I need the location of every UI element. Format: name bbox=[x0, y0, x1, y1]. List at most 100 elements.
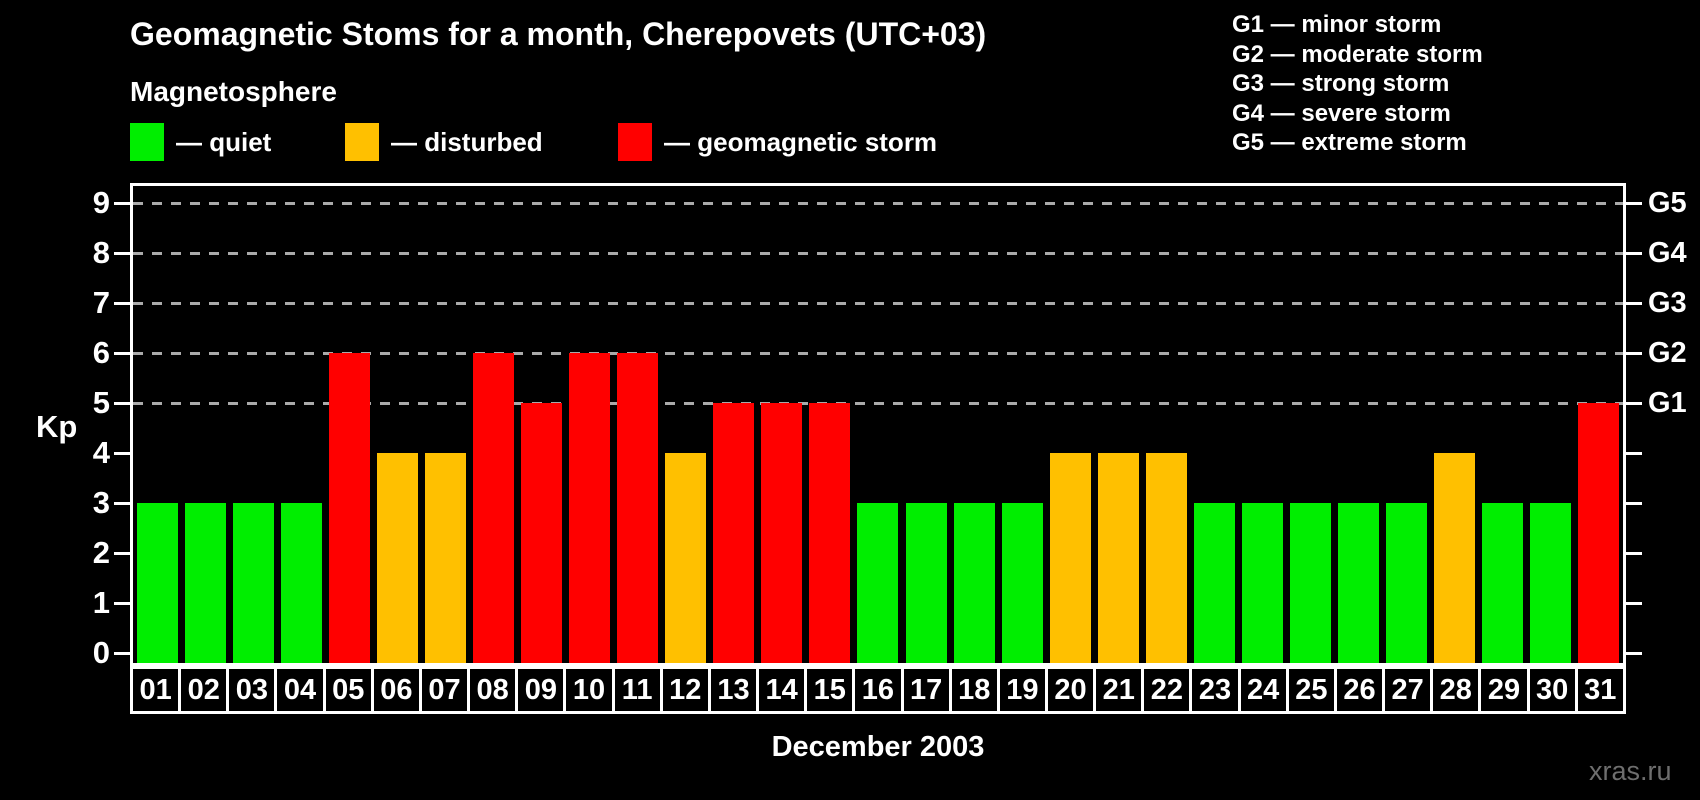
legend-item-disturbed: — disturbed bbox=[345, 122, 543, 162]
day-label-16: 16 bbox=[852, 666, 904, 714]
y-tick-label-5: 5 bbox=[92, 385, 110, 420]
kp-bar-day-01 bbox=[136, 503, 178, 663]
day-label-23: 23 bbox=[1189, 666, 1241, 714]
kp-bar-day-09 bbox=[521, 403, 563, 663]
storm-color-swatch bbox=[618, 123, 652, 161]
x-axis-day-row: 01 02 03 04 05 06 07 08 09 10 11 12 13 14 15 16 17 18 19 20… bbox=[130, 666, 1626, 714]
y-tick-left-2 bbox=[114, 551, 130, 555]
day-label-22: 22 bbox=[1141, 666, 1193, 714]
day-label-10: 10 bbox=[563, 666, 615, 714]
day-label-18: 18 bbox=[948, 666, 1000, 714]
y-tick-left-8 bbox=[114, 251, 130, 255]
legend-item-quiet: — quiet bbox=[130, 122, 271, 162]
storm-scale-item-g1: G1 — minor storm bbox=[1232, 11, 1442, 38]
kp-bar-day-22 bbox=[1145, 453, 1187, 663]
kp-bar-day-15 bbox=[809, 403, 851, 663]
y-tick-label-4: 4 bbox=[92, 435, 110, 470]
gridline-kp8 bbox=[133, 252, 1623, 255]
y-tick-left-1 bbox=[114, 601, 130, 605]
kp-bar-day-21 bbox=[1097, 453, 1139, 663]
xras-watermark: xras.ru bbox=[1589, 756, 1672, 786]
y-tick-left-7 bbox=[114, 301, 130, 305]
y-tick-label-3: 3 bbox=[92, 485, 110, 520]
day-label-04: 04 bbox=[274, 666, 326, 714]
kp-bar-day-03 bbox=[232, 503, 274, 663]
y-tick-left-9 bbox=[114, 201, 130, 205]
day-label-13: 13 bbox=[707, 666, 760, 714]
storm-scale-item-g2: G2 — moderate storm bbox=[1232, 40, 1483, 68]
day-label-07: 07 bbox=[418, 666, 471, 714]
storm-scale-legend: G1 — minor storm G2 — moderate storm G3 — … bbox=[1232, 10, 1483, 158]
kp-bar-day-23 bbox=[1193, 503, 1235, 663]
y-tick-left-6 bbox=[114, 351, 130, 355]
kp-bar-day-31 bbox=[1578, 403, 1620, 663]
kp-bar-day-27 bbox=[1386, 503, 1428, 663]
g-scale-label-g5: G5 bbox=[1648, 187, 1687, 219]
day-label-02: 02 bbox=[178, 666, 230, 714]
quiet-color-swatch bbox=[130, 123, 164, 161]
y-tick-right-3 bbox=[1626, 501, 1642, 505]
gridline-kp9 bbox=[133, 202, 1623, 205]
kp-bar-day-30 bbox=[1530, 503, 1572, 663]
disturbed-color-swatch bbox=[345, 123, 379, 161]
y-tick-label-1: 1 bbox=[92, 585, 110, 620]
day-label-21: 21 bbox=[1093, 666, 1145, 714]
y-tick-left-3 bbox=[114, 501, 130, 505]
g-scale-label-g1: G1 bbox=[1648, 387, 1687, 419]
day-label-24: 24 bbox=[1237, 666, 1289, 714]
gridline-kp6 bbox=[133, 352, 1623, 355]
y-tick-right-4 bbox=[1626, 451, 1642, 455]
y-tick-right-0 bbox=[1626, 651, 1642, 655]
kp-bar-day-16 bbox=[857, 503, 899, 663]
kp-bar-day-25 bbox=[1290, 503, 1332, 663]
kp-bar-day-24 bbox=[1241, 503, 1283, 663]
chart-title: Geomagnetic Stoms for a month, Cherepove… bbox=[130, 16, 987, 52]
y-tick-right-9 bbox=[1626, 201, 1642, 205]
y-tick-right-6 bbox=[1626, 351, 1642, 355]
gridline-kp5 bbox=[133, 402, 1623, 405]
y-axis-label: Kp bbox=[36, 409, 78, 444]
y-tick-left-0 bbox=[114, 651, 130, 655]
x-axis-label: December 2003 bbox=[771, 731, 985, 763]
day-label-31: 31 bbox=[1574, 666, 1626, 714]
day-label-26: 26 bbox=[1333, 666, 1386, 714]
kp-bar-day-02 bbox=[184, 503, 226, 663]
day-label-08: 08 bbox=[467, 666, 519, 714]
kp-bar-day-08 bbox=[472, 353, 514, 663]
kp-bar-day-28 bbox=[1434, 453, 1476, 663]
storm-scale-item-g5: G5 — extreme storm bbox=[1232, 129, 1467, 156]
y-tick-label-9: 9 bbox=[92, 185, 110, 220]
day-label-28: 28 bbox=[1430, 666, 1482, 714]
y-tick-label-8: 8 bbox=[92, 235, 110, 270]
y-tick-left-4 bbox=[114, 451, 130, 455]
day-label-11: 11 bbox=[611, 666, 663, 714]
kp-bar-day-07 bbox=[424, 453, 466, 663]
kp-bar-day-17 bbox=[905, 503, 947, 663]
day-label-06: 06 bbox=[370, 666, 422, 714]
y-tick-label-7: 7 bbox=[92, 285, 110, 320]
kp-bar-day-13 bbox=[713, 403, 755, 663]
kp-bar-day-29 bbox=[1482, 503, 1524, 663]
y-tick-label-2: 2 bbox=[92, 535, 110, 570]
y-tick-right-1 bbox=[1626, 601, 1642, 605]
legend-item-storm: — geomagnetic storm bbox=[618, 122, 937, 162]
storm-scale-item-g3: G3 — strong storm bbox=[1232, 70, 1450, 97]
y-tick-label-6: 6 bbox=[92, 335, 110, 370]
gridline-kp7 bbox=[133, 302, 1623, 305]
day-label-14: 14 bbox=[756, 666, 808, 714]
kp-bar-day-20 bbox=[1049, 453, 1091, 663]
day-label-29: 29 bbox=[1478, 666, 1530, 714]
kp-bar-day-19 bbox=[1001, 503, 1043, 663]
day-label-12: 12 bbox=[659, 666, 711, 714]
g-scale-label-g3: G3 bbox=[1648, 287, 1687, 319]
day-label-09: 09 bbox=[515, 666, 567, 714]
y-tick-right-8 bbox=[1626, 251, 1642, 255]
kp-bar-day-12 bbox=[665, 453, 707, 663]
g-scale-label-g4: G4 bbox=[1648, 237, 1687, 269]
day-label-05: 05 bbox=[322, 666, 374, 714]
kp-bar-day-14 bbox=[761, 403, 803, 663]
day-label-01: 01 bbox=[130, 666, 182, 714]
y-tick-right-7 bbox=[1626, 301, 1642, 305]
y-tick-label-0: 0 bbox=[92, 635, 110, 670]
